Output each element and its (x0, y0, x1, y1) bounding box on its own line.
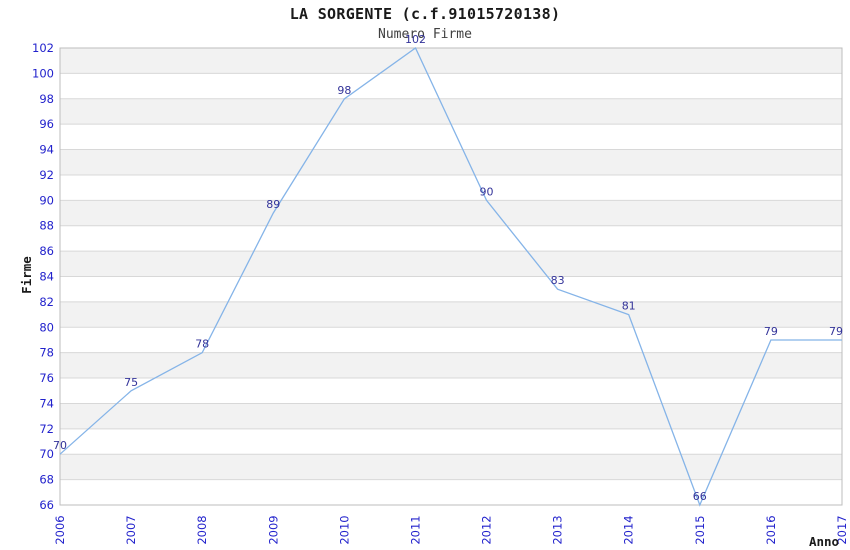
y-tick-label: 70 (39, 447, 54, 461)
y-tick-label: 102 (32, 41, 54, 55)
x-tick-label: 2013 (551, 515, 565, 544)
y-tick-label: 90 (39, 193, 54, 207)
y-tick-label: 72 (39, 422, 54, 436)
y-tick-label: 86 (39, 244, 54, 258)
grid-band (60, 200, 842, 226)
grid-band (60, 251, 842, 277)
y-tick-label: 96 (39, 117, 54, 131)
plot-border (59, 47, 843, 506)
x-tick-label: 2008 (195, 515, 209, 544)
x-tick-label: 2011 (408, 515, 422, 544)
point-label: 66 (693, 490, 707, 503)
point-label: 83 (551, 274, 565, 287)
point-label: 90 (480, 185, 494, 198)
y-tick-label: 80 (39, 320, 54, 334)
point-label: 89 (266, 198, 280, 211)
y-tick-label: 88 (39, 219, 54, 233)
x-axis-label: Anno (809, 534, 839, 549)
grid-band (60, 454, 842, 480)
x-tick-label: 2016 (764, 515, 778, 544)
point-label: 98 (337, 84, 351, 97)
chart-title: LA SORGENTE (c.f.91015720138) (289, 5, 561, 23)
grid-band (60, 98, 842, 125)
y-tick-label: 98 (39, 92, 54, 106)
x-tick-label: 2007 (124, 515, 138, 544)
x-tick-label: 2017 (835, 515, 849, 544)
y-tick-label: 68 (39, 473, 54, 487)
point-label: 78 (195, 338, 209, 351)
x-tick-label: 2012 (480, 515, 494, 544)
x-tick-label: 2010 (337, 515, 351, 544)
y-tick-label: 74 (39, 396, 54, 410)
grid-band (60, 48, 842, 74)
x-tick-label: 2009 (266, 515, 280, 544)
grid-band (60, 352, 842, 379)
y-tick-label: 78 (39, 346, 54, 360)
point-label: 79 (764, 325, 778, 338)
point-label: 70 (53, 439, 67, 452)
series-line (59, 47, 842, 507)
y-tick-label: 94 (39, 143, 54, 157)
grid-band (60, 149, 842, 175)
y-tick-label: 76 (39, 371, 54, 385)
y-tick-label: 84 (39, 270, 54, 284)
point-label: 81 (622, 300, 636, 313)
y-tick-label: 66 (39, 498, 54, 512)
point-label: 79 (829, 325, 843, 338)
y-tick-label: 82 (39, 295, 54, 309)
point-label: 75 (124, 376, 138, 389)
y-tick-label: 100 (32, 66, 54, 80)
grid-band (60, 301, 842, 328)
x-tick-label: 2014 (622, 515, 636, 544)
grid-band (60, 403, 842, 429)
x-tick-label: 2006 (53, 515, 67, 544)
chart-subtitle: Numero Firme (378, 27, 472, 42)
x-tick-label: 2015 (693, 515, 707, 544)
y-axis-label: Firme (19, 256, 34, 294)
plot-area: 66 68 70 72 74 76 78 80 82 84 86 88 90 92 94 96 98 100 102… (32, 33, 849, 545)
y-tick-label: 92 (39, 168, 54, 182)
point-label: 102 (405, 33, 426, 46)
